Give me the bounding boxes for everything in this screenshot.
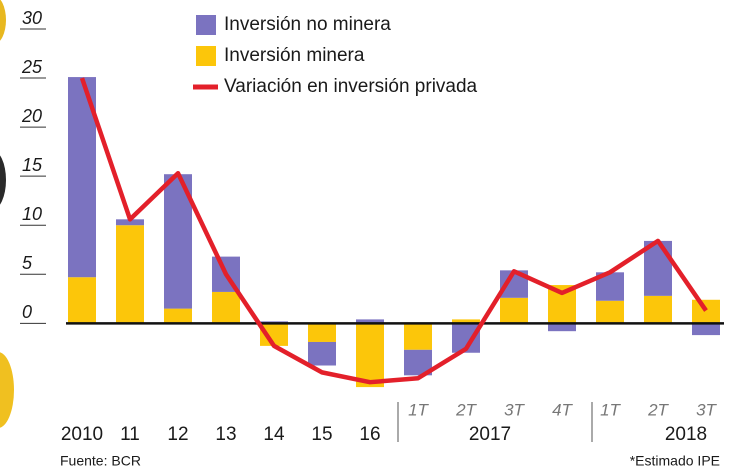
x-tick-label: 1T bbox=[600, 400, 621, 419]
note: *Estimado IPE bbox=[630, 453, 720, 469]
bar bbox=[116, 219, 144, 226]
legend-swatch bbox=[196, 15, 216, 35]
x-tick-label: 2010 bbox=[61, 424, 103, 445]
y-tick-label: 30 bbox=[22, 8, 42, 28]
bar bbox=[116, 225, 144, 324]
x-tick-label: 12 bbox=[167, 424, 188, 445]
x-tick-label: 4T bbox=[552, 400, 573, 419]
bar bbox=[452, 319, 480, 324]
bar bbox=[644, 295, 672, 324]
decoration bbox=[0, 0, 6, 41]
bar bbox=[500, 297, 528, 324]
y-tick-label: 15 bbox=[22, 155, 43, 175]
legend-swatch bbox=[196, 46, 216, 66]
legend-label: Inversión no minera bbox=[224, 14, 391, 35]
legend-label: Variación en inversión privada bbox=[224, 76, 478, 97]
bar bbox=[164, 308, 192, 324]
bar bbox=[212, 291, 240, 324]
group-label: 2018 bbox=[665, 424, 707, 445]
source: Fuente: BCR bbox=[60, 453, 141, 469]
bar bbox=[596, 300, 624, 324]
x-tick-label: 15 bbox=[311, 424, 332, 445]
bar bbox=[692, 299, 720, 324]
x-tick-label: 3T bbox=[504, 400, 525, 419]
bar bbox=[404, 323, 432, 350]
x-tick-label: 11 bbox=[120, 424, 140, 445]
x-tick-label: 1T bbox=[408, 400, 429, 419]
y-tick-label: 10 bbox=[22, 204, 42, 224]
x-tick-label: 16 bbox=[359, 424, 380, 445]
bar bbox=[548, 323, 576, 332]
y-tick-label: 5 bbox=[22, 253, 33, 273]
decoration bbox=[0, 352, 14, 428]
x-tick-label: 13 bbox=[215, 424, 236, 445]
bar bbox=[356, 319, 384, 324]
bar bbox=[308, 341, 336, 366]
bar bbox=[260, 323, 288, 346]
y-tick-label: 20 bbox=[21, 106, 42, 126]
x-tick-label: 3T bbox=[696, 400, 717, 419]
bar bbox=[68, 277, 96, 324]
decoration bbox=[0, 155, 6, 205]
x-tick-label: 2T bbox=[455, 400, 477, 419]
x-tick-label: 2T bbox=[647, 400, 669, 419]
bar bbox=[644, 240, 672, 296]
line-series bbox=[79, 77, 708, 385]
legend-label: Inversión minera bbox=[224, 45, 365, 66]
bar bbox=[308, 323, 336, 342]
bar bbox=[692, 323, 720, 336]
group-label: 2017 bbox=[469, 424, 511, 445]
y-tick-label: 25 bbox=[21, 57, 43, 77]
y-tick-label: 0 bbox=[22, 302, 32, 322]
x-tick-label: 14 bbox=[263, 424, 285, 445]
bar bbox=[356, 323, 384, 388]
